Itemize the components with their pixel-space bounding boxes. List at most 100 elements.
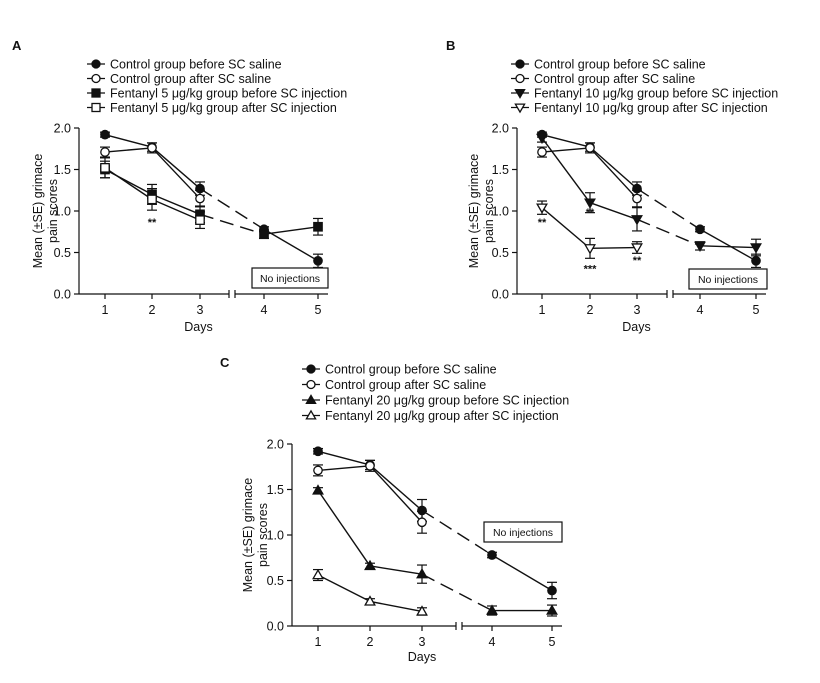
- legend-label: Control group before SC saline: [110, 58, 282, 72]
- series: [100, 129, 323, 269]
- data-point: [631, 215, 643, 226]
- legend-marker: [515, 73, 525, 84]
- series-line: [369, 464, 423, 511]
- series-line: [104, 167, 153, 200]
- data-point: [147, 194, 157, 205]
- y-tick-label: 2.0: [492, 122, 509, 136]
- series-line: [151, 147, 201, 200]
- series-line: [699, 245, 757, 249]
- series: [100, 157, 205, 230]
- x-tick-label: 1: [539, 303, 546, 317]
- y-tick-label: 0.0: [492, 288, 509, 302]
- panel-label: B: [446, 38, 455, 53]
- legend-entry: Fentanyl 20 μg/kg group after SC injecti…: [302, 409, 559, 423]
- significance-mark: **: [148, 217, 157, 229]
- no-injections-label: No injections: [493, 527, 553, 539]
- data-point: [695, 224, 705, 235]
- no-injections-box: [688, 268, 768, 290]
- series: [100, 160, 323, 240]
- legend-label: Fentanyl 20 μg/kg group before SC inject…: [325, 394, 569, 408]
- series-line: [369, 465, 423, 523]
- series: [313, 459, 427, 534]
- x-tick-label: 2: [149, 303, 156, 317]
- series-line: [369, 565, 423, 575]
- x-axis-label: Days: [184, 320, 212, 334]
- series-line: [317, 490, 371, 567]
- series-line: [636, 218, 701, 247]
- legend-entry: Control group after SC saline: [302, 378, 486, 392]
- data-point: [584, 244, 596, 255]
- data-point: [486, 604, 498, 615]
- data-point: [536, 203, 548, 214]
- legend-label: Control group after SC saline: [534, 72, 695, 86]
- data-point: [584, 198, 596, 209]
- data-point: [100, 147, 110, 157]
- x-tick-label: 1: [102, 303, 109, 317]
- data-point: [632, 193, 642, 204]
- series-line: [199, 213, 265, 235]
- x-tick-label: 1: [315, 635, 322, 649]
- legend-marker: [91, 59, 101, 69]
- series-line: [421, 509, 493, 556]
- series-line: [699, 228, 757, 262]
- x-axis-label: Days: [622, 320, 650, 334]
- y-tick-label: 0.0: [267, 620, 284, 634]
- data-point: [751, 255, 761, 266]
- data-point: [750, 243, 762, 254]
- x-tick-label: 2: [587, 303, 594, 317]
- data-point: [195, 193, 205, 204]
- panel-label: C: [220, 355, 230, 370]
- x-axis-label: Days: [408, 650, 436, 664]
- no-injections-box: [251, 267, 329, 289]
- x-tick-label: 5: [315, 303, 322, 317]
- x-tick-label: 2: [367, 635, 374, 649]
- legend-entry: Fentanyl 5 μg/kg group after SC injectio…: [87, 101, 337, 115]
- data-point: [147, 143, 157, 153]
- legend-entry: Control group before SC saline: [511, 58, 706, 72]
- data-point: [694, 241, 706, 252]
- legend-entry: Fentanyl 10 μg/kg group after SC injecti…: [511, 101, 768, 115]
- data-point: [585, 143, 595, 153]
- legend-marker: [306, 364, 316, 374]
- series: [312, 568, 428, 616]
- legend-marker: [305, 394, 317, 405]
- series-line: [151, 146, 201, 190]
- x-tick-label: 3: [634, 303, 641, 317]
- series: [536, 200, 643, 259]
- series: [100, 142, 205, 208]
- data-point: [312, 484, 324, 495]
- y-axis-label: pain scores: [46, 179, 60, 243]
- series-line: [151, 193, 201, 215]
- y-tick-label: 1.0: [267, 529, 284, 543]
- legend-entry: Control group after SC saline: [87, 72, 271, 86]
- x-tick-label: 4: [697, 303, 704, 317]
- data-point: [313, 221, 323, 232]
- series: [312, 484, 558, 617]
- data-point: [416, 567, 428, 579]
- series-line: [421, 573, 493, 612]
- series: [537, 142, 642, 208]
- legend-entry: Control group after SC saline: [511, 72, 695, 86]
- y-axis-label: pain scores: [256, 503, 270, 567]
- legend-label: Fentanyl 10 μg/kg group before SC inject…: [534, 87, 778, 101]
- y-axis-label: Mean (±SE) grimace: [31, 154, 45, 269]
- data-point: [364, 559, 376, 571]
- series-line: [317, 574, 371, 603]
- significance-mark: ***: [584, 263, 598, 275]
- y-axis-label: pain scores: [482, 179, 496, 243]
- legend-entry: Control group before SC saline: [302, 363, 497, 377]
- legend-label: Control group after SC saline: [325, 378, 486, 392]
- legend-marker: [91, 73, 101, 84]
- data-point: [547, 585, 557, 596]
- legend-marker: [306, 379, 316, 390]
- legend-marker: [515, 59, 525, 69]
- legend-marker: [91, 88, 101, 98]
- y-axis-label: Mean (±SE) grimace: [467, 154, 481, 269]
- data-point: [631, 243, 643, 254]
- legend-label: Control group before SC saline: [534, 58, 706, 72]
- y-tick-label: 0.5: [492, 246, 509, 260]
- y-tick-label: 0.5: [54, 246, 71, 260]
- data-point: [259, 229, 269, 240]
- no-injections-box: [483, 521, 563, 543]
